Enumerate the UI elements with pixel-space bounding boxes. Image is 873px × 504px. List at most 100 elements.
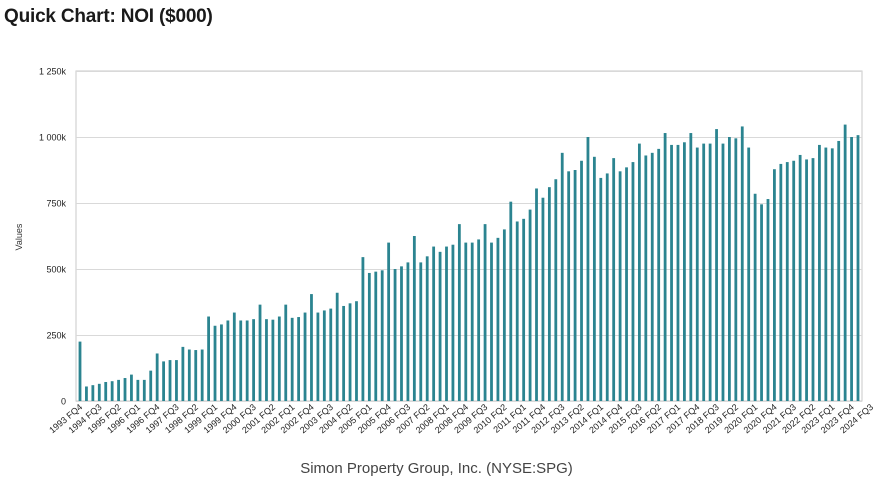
bar: [78, 341, 82, 401]
bar: [702, 143, 706, 401]
bar: [329, 308, 333, 401]
bar: [412, 236, 416, 401]
bar: [515, 221, 519, 401]
bar: [766, 199, 770, 401]
bar: [708, 143, 712, 401]
bar: [843, 124, 847, 401]
bar: [207, 316, 210, 401]
bar: [239, 320, 243, 401]
bar: [393, 269, 397, 401]
plot-area: [75, 70, 863, 402]
bar: [200, 349, 204, 401]
bar: [136, 379, 140, 401]
bar: [830, 148, 834, 401]
bar: [85, 386, 88, 401]
bar: [419, 262, 423, 401]
bar: [168, 360, 172, 401]
bar: [850, 137, 853, 401]
bar: [226, 320, 230, 401]
bar: [676, 144, 680, 402]
bar: [406, 262, 410, 401]
bar: [490, 242, 493, 401]
bar: [213, 325, 217, 401]
bar: [297, 317, 301, 401]
bar: [747, 147, 751, 401]
bar: [380, 270, 384, 401]
bar: [683, 142, 686, 401]
bar: [785, 162, 789, 401]
bar: [187, 349, 191, 401]
bar: [245, 320, 249, 401]
bar: [625, 167, 628, 401]
bar: [361, 257, 365, 401]
bar: [155, 353, 159, 401]
y-tick-label: 250k: [46, 331, 66, 341]
y-tick-label: 750k: [46, 199, 66, 209]
bar: [277, 316, 281, 401]
bar: [451, 244, 455, 401]
bar: [110, 381, 114, 401]
bar: [509, 201, 513, 401]
bar: [586, 137, 590, 401]
bar: [342, 305, 346, 401]
bar: [387, 242, 391, 401]
bar: [605, 173, 609, 401]
bar: [367, 272, 371, 401]
bar: [335, 292, 339, 401]
bar: [303, 312, 307, 401]
y-tick-label: 500k: [46, 265, 66, 275]
bar: [271, 319, 275, 401]
bar: [567, 171, 571, 401]
bar: [316, 312, 320, 401]
bar: [194, 350, 198, 401]
bar: [779, 163, 783, 401]
x-axis-title: Simon Property Group, Inc. (NYSE:SPG): [300, 460, 573, 477]
bar: [721, 143, 725, 401]
bar: [123, 378, 127, 401]
bar: [348, 303, 352, 401]
bar: [522, 218, 526, 401]
bar: [181, 346, 185, 401]
bar: [374, 271, 378, 401]
bar: [760, 204, 763, 401]
bar: [689, 133, 693, 402]
bar: [445, 246, 448, 401]
bar: [798, 154, 802, 401]
bar: [284, 304, 288, 401]
bar: [612, 158, 616, 401]
bar: [290, 317, 294, 401]
bar: [554, 179, 558, 401]
bar: [502, 229, 506, 401]
bar: [258, 304, 262, 401]
bar: [457, 224, 461, 401]
bar: [91, 385, 95, 401]
bar: [265, 319, 268, 401]
bar: [149, 370, 153, 401]
bar: [477, 239, 481, 401]
bar: [528, 209, 532, 401]
bar: [824, 147, 828, 401]
bar: [104, 381, 108, 401]
bar: [631, 162, 635, 401]
bar: [252, 319, 255, 401]
bar: [580, 160, 583, 401]
bar: [400, 266, 403, 401]
bar: [470, 242, 474, 401]
bar: [740, 126, 744, 401]
bar: [97, 383, 101, 401]
bar: [618, 171, 622, 401]
bar: [547, 187, 551, 401]
bar: [734, 138, 738, 401]
bar: [322, 310, 326, 401]
bar: [142, 379, 146, 401]
bar: [805, 159, 808, 401]
bar: [644, 155, 648, 401]
bar: [310, 294, 313, 401]
bar: [496, 237, 500, 401]
bar: [773, 169, 776, 401]
bar: [728, 137, 731, 401]
y-tick-label: 0: [61, 397, 66, 407]
bar: [175, 360, 178, 401]
bar: [130, 374, 133, 401]
